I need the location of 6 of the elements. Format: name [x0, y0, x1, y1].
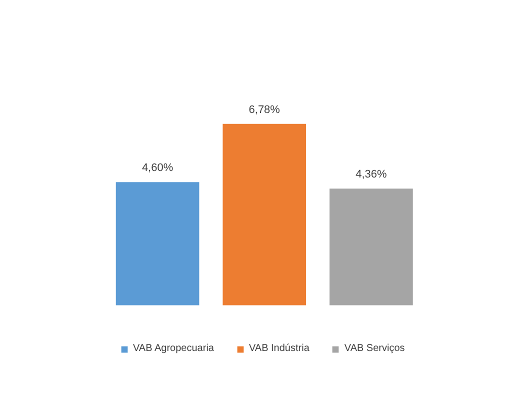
- legend-label: VAB Agropecuaria: [133, 343, 214, 354]
- data-label: 4,60%: [142, 162, 174, 174]
- data-label: 4,36%: [356, 168, 388, 181]
- legend-label: VAB Serviços: [344, 343, 405, 354]
- data-label: 6,78%: [248, 104, 280, 116]
- legend-label: VAB Indústria: [248, 343, 310, 354]
